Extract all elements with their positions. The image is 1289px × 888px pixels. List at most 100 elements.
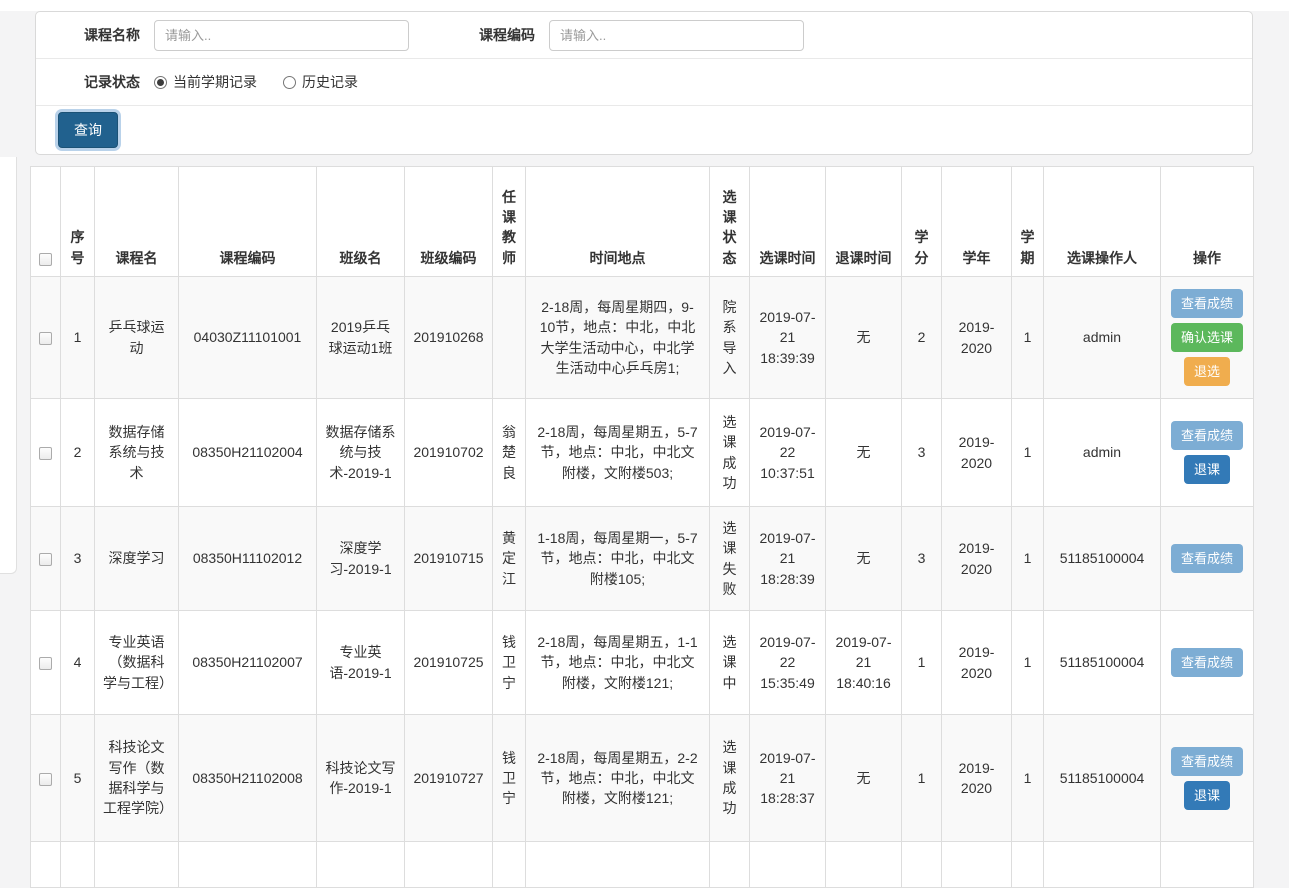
empty-cell	[525, 841, 710, 888]
row-checkbox-cell	[30, 506, 61, 611]
query-row: 查询	[36, 105, 1252, 154]
cell-operator: admin	[1043, 398, 1161, 507]
table-row: 5 科技论文写作（数据科学与工程学院） 08350H21102008 科技论文写作-2…	[30, 714, 1254, 842]
table-body: 1 乒乓球运动 04030Z11101001 2019乒乓球运动1班 201910268…	[30, 276, 1254, 888]
cell-seq: 5	[60, 714, 95, 842]
cell-time-place: 2-18周，每周星期五，5-7节，地点：中北，中北文附楼，文附楼503;	[525, 398, 710, 507]
row-checkbox[interactable]	[39, 553, 52, 567]
drop-button[interactable]: 退课	[1183, 780, 1230, 810]
cell-term: 1	[1011, 506, 1044, 611]
empty-cell	[492, 841, 526, 888]
cell-seq: 4	[60, 610, 95, 715]
view-button[interactable]: 查看成绩	[1170, 746, 1243, 776]
radio-history-label[interactable]: 历史记录	[302, 74, 358, 90]
view-button[interactable]: 查看成绩	[1170, 544, 1243, 573]
actions-group: 查看成绩 退课	[1169, 421, 1245, 484]
row-checkbox[interactable]	[39, 332, 52, 346]
row-checkbox-cell	[30, 276, 61, 399]
column-header: 时间地点	[525, 166, 710, 277]
cell-seq: 3	[60, 506, 95, 611]
select-all-header-cell	[30, 166, 61, 277]
radio-current-term-label[interactable]: 当前学期记录	[173, 74, 257, 90]
column-header: 学分	[901, 166, 942, 277]
column-header: 班级编码	[404, 166, 493, 277]
cell-time-place: 2-18周，每周星期五，1-1节，地点：中北，中北文附楼，文附楼121;	[525, 610, 710, 715]
radio-current-term[interactable]	[154, 75, 167, 89]
cell-course-code: 08350H21102008	[178, 714, 317, 842]
cell-teacher: 钱卫宁	[492, 610, 526, 715]
query-button[interactable]: 查询	[58, 112, 118, 148]
actions-group: 查看成绩 退课	[1169, 746, 1245, 810]
cell-year: 2019-2020	[941, 276, 1012, 399]
radio-history[interactable]	[283, 75, 296, 89]
view-button[interactable]: 查看成绩	[1170, 289, 1243, 318]
record-status-radio-group: 当前学期记录 历史记录	[154, 72, 384, 92]
row-checkbox[interactable]	[39, 447, 52, 461]
cell-class-code: 201910702	[404, 398, 493, 507]
row-checkbox-cell	[30, 610, 61, 715]
cell-course-code: 08350H11102012	[178, 506, 317, 611]
cell-term: 1	[1011, 610, 1044, 715]
table-row: 1 乒乓球运动 04030Z11101001 2019乒乓球运动1班 201910268…	[30, 276, 1254, 399]
cell-time-place: 2-18周，每周星期四，9-10节，地点：中北，中北大学生活动中心，中北学生活动…	[525, 276, 710, 399]
cell-operator: 51185100004	[1043, 610, 1161, 715]
column-header: 任课教师	[492, 166, 526, 277]
table-row: 3 深度学习 08350H11102012 深度学习-2019-1 201910715 黄…	[30, 506, 1254, 611]
cell-class-name: 专业英语-2019-1	[316, 610, 405, 715]
record-status-label: 记录状态	[84, 74, 140, 90]
select-all-checkbox[interactable]	[39, 252, 52, 266]
empty-cell	[404, 841, 493, 888]
cell-course-code: 04030Z11101001	[178, 276, 317, 399]
cell-course-name: 数据存储系统与技术	[94, 398, 179, 507]
search-fields-row: 课程名称 课程编码	[36, 12, 1252, 58]
cell-class-code: 201910727	[404, 714, 493, 842]
cell-drop-time: 无	[825, 506, 902, 611]
row-checkbox[interactable]	[39, 772, 52, 786]
cell-credit: 1	[901, 610, 942, 715]
empty-cell	[1011, 841, 1044, 888]
cell-year: 2019-2020	[941, 610, 1012, 715]
drop-button[interactable]: 退课	[1183, 455, 1230, 484]
row-checkbox-cell	[30, 398, 61, 507]
cell-teacher	[492, 276, 526, 399]
column-header: 学年	[941, 166, 1012, 277]
course-name-input[interactable]	[154, 19, 409, 51]
actions-cell: 查看成绩 退课	[1160, 714, 1254, 842]
cell-class-name: 数据存储系统与技术-2019-1	[316, 398, 405, 507]
view-button[interactable]: 查看成绩	[1170, 421, 1243, 450]
view-button[interactable]: 查看成绩	[1170, 648, 1243, 677]
course-code-input[interactable]	[549, 19, 804, 51]
cell-seq: 1	[60, 276, 95, 399]
cell-operator: 51185100004	[1043, 506, 1161, 611]
confirm-button[interactable]: 确认选课	[1170, 323, 1243, 352]
cell-credit: 3	[901, 398, 942, 507]
column-header: 学期	[1011, 166, 1044, 277]
cell-course-name: 深度学习	[94, 506, 179, 611]
cell-credit: 3	[901, 506, 942, 611]
cell-term: 1	[1011, 276, 1044, 399]
cell-teacher: 翁楚良	[492, 398, 526, 507]
column-header: 序号	[60, 166, 95, 277]
empty-cell	[825, 841, 902, 888]
cell-time-place: 2-18周，每周星期五，2-2节，地点：中北，中北文附楼，文附楼121;	[525, 714, 710, 842]
deselect-button[interactable]: 退选	[1183, 357, 1230, 386]
empty-cell	[178, 841, 317, 888]
cell-course-name: 专业英语（数据科学与工程）	[94, 610, 179, 715]
cell-seq: 2	[60, 398, 95, 507]
empty-cell	[709, 841, 750, 888]
actions-group: 查看成绩	[1169, 544, 1245, 573]
cell-drop-time: 2019-07-21 18:40:16	[825, 610, 902, 715]
table-row: 4 专业英语（数据科学与工程） 08350H21102007 专业英语-2019-1 2…	[30, 610, 1254, 715]
actions-cell: 查看成绩	[1160, 610, 1254, 715]
cell-credit: 1	[901, 714, 942, 842]
cell-drop-time: 无	[825, 276, 902, 399]
cell-course-code: 08350H21102004	[178, 398, 317, 507]
cell-status: 选课失败	[709, 506, 750, 611]
cell-year: 2019-2020	[941, 506, 1012, 611]
cell-term: 1	[1011, 714, 1044, 842]
cell-class-name: 2019乒乓球运动1班	[316, 276, 405, 399]
row-checkbox[interactable]	[39, 657, 52, 671]
cell-select-time: 2019-07-22 15:35:49	[749, 610, 826, 715]
empty-cell	[60, 841, 95, 888]
cell-class-name: 科技论文写作-2019-1	[316, 714, 405, 842]
